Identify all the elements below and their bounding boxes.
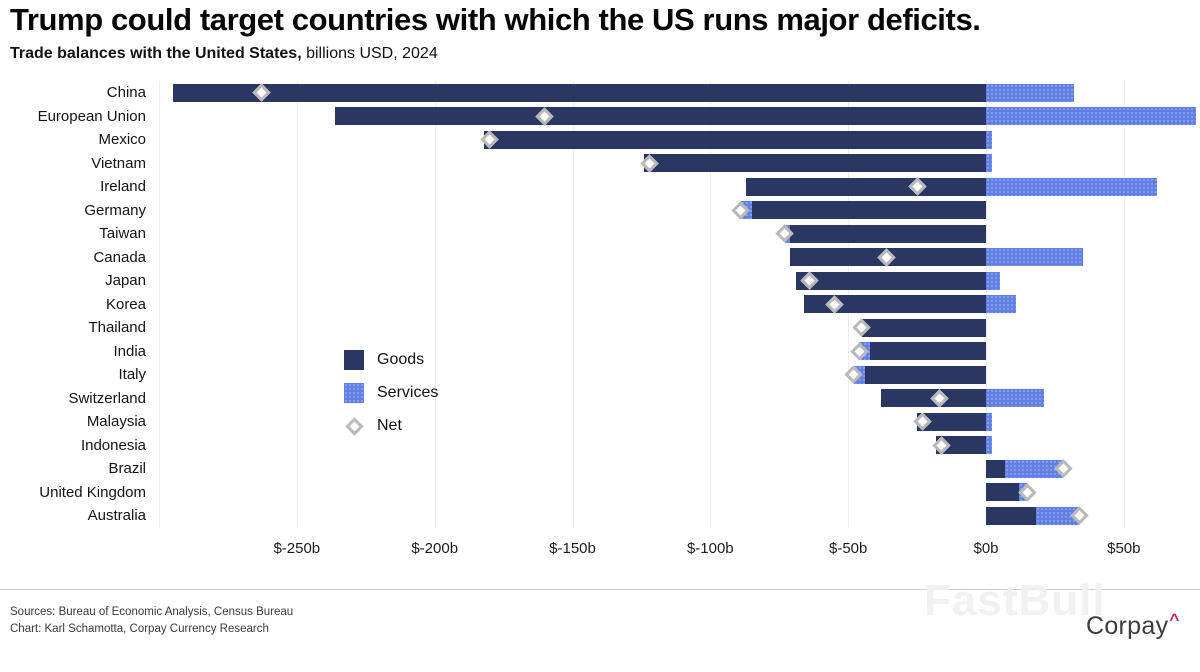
country-label-mexico: Mexico [98,131,146,148]
bar-goods-china [172,83,986,102]
x-tick-label--200: $-200b [411,540,459,557]
bar-services-switzerland [986,389,1044,408]
x-tick-label--50: $-50b [829,540,868,557]
country-label-ireland: Ireland [100,178,146,195]
legend-label-services: Services [377,384,439,401]
bar-services-ireland [986,177,1157,196]
credit-line: Chart: Karl Schamotta, Corpay Currency R… [10,622,269,635]
country-label-italy: Italy [118,366,146,383]
country-label-china: China [106,84,146,101]
country-label-japan: Japan [105,272,146,289]
bar-goods-vietnam [644,154,986,173]
bar-goods-india [870,342,986,361]
bar-services-european-union [986,107,1196,126]
bar-goods-united-kingdom [986,483,1020,502]
gridline-50 [1123,81,1125,528]
bar-goods-mexico [484,130,986,149]
bar-goods-ireland [746,177,986,196]
bar-services-vietnam [986,154,992,173]
country-label-korea: Korea [105,295,146,313]
bar-services-australia [1035,506,1080,525]
country-label-brazil: Brazil [108,460,146,477]
gridline--100 [710,81,712,528]
corpay-logo-text: Corpay [1086,612,1169,640]
bar-goods-thailand [861,318,986,337]
services-swatch-icon [344,383,364,403]
subtitle-bold: Trade balances with the United States, [10,45,302,62]
legend: Goods Services Net [344,350,438,436]
country-label-thailand: Thailand [88,319,146,336]
country-label-european-union: European Union [37,107,146,125]
x-tick-label--250: $-250b [273,540,321,557]
bar-services-indonesia [986,436,992,455]
x-tick-label--100: $-100b [686,540,734,557]
country-label-taiwan: Taiwan [99,225,146,242]
country-label-switzerland: Switzerland [68,389,146,407]
legend-label-net: Net [377,417,402,434]
country-label-canada: Canada [93,248,146,266]
bar-services-korea [986,295,1017,314]
country-label-india: India [113,342,146,360]
sources-line: Sources: Bureau of Economic Analysis, Ce… [10,606,294,618]
corpay-logo: Corpay^ [1086,610,1180,641]
country-label-united-kingdom: United Kingdom [39,483,146,501]
legend-item-services: Services [344,383,438,403]
bar-goods-european-union [335,107,986,126]
legend-label-goods: Goods [377,351,425,368]
page-title: Trump could target countries with which … [10,2,981,37]
net-diamond-icon [344,416,364,436]
bar-services-malaysia [986,412,992,431]
gridline--250 [296,81,298,528]
bar-goods-indonesia [936,436,986,455]
goods-swatch-icon [344,350,364,370]
legend-item-goods: Goods [344,350,438,370]
legend-item-net: Net [344,416,438,436]
bar-goods-brazil [986,459,1006,478]
bar-goods-japan [795,271,986,290]
x-tick-label-0: $0b [973,540,999,557]
x-tick-label--150: $-150b [549,540,596,557]
bar-services-china [986,83,1075,102]
chart-subtitle: Trade balances with the United States, b… [10,45,438,63]
country-label-vietnam: Vietnam [91,154,146,172]
bar-goods-italy [864,365,986,384]
bar-goods-germany [751,201,986,220]
bar-services-brazil [1005,459,1064,478]
gridline--200 [434,81,436,528]
country-label-germany: Germany [84,201,146,219]
country-label-australia: Australia [87,507,146,524]
gridline--300 [159,81,160,528]
fastbull-watermark: FastBull [924,576,1106,625]
x-tick-label-50: $50b [1107,540,1141,557]
footer-divider [0,589,1200,590]
bar-services-mexico [986,130,992,149]
corpay-caret-icon: ^ [1169,610,1180,629]
bar-goods-malaysia [917,412,986,431]
subtitle-rest: billions USD, 2024 [301,45,438,62]
footer-credits: Sources: Bureau of Economic Analysis, Ce… [10,604,293,637]
country-label-malaysia: Malaysia [86,413,146,430]
bar-goods-taiwan [790,224,986,243]
bar-goods-australia [986,506,1036,525]
bar-goods-korea [804,295,986,314]
gridline--150 [572,81,574,528]
country-label-indonesia: Indonesia [80,436,146,454]
bar-services-canada [986,248,1083,267]
bar-services-japan [986,271,1000,290]
